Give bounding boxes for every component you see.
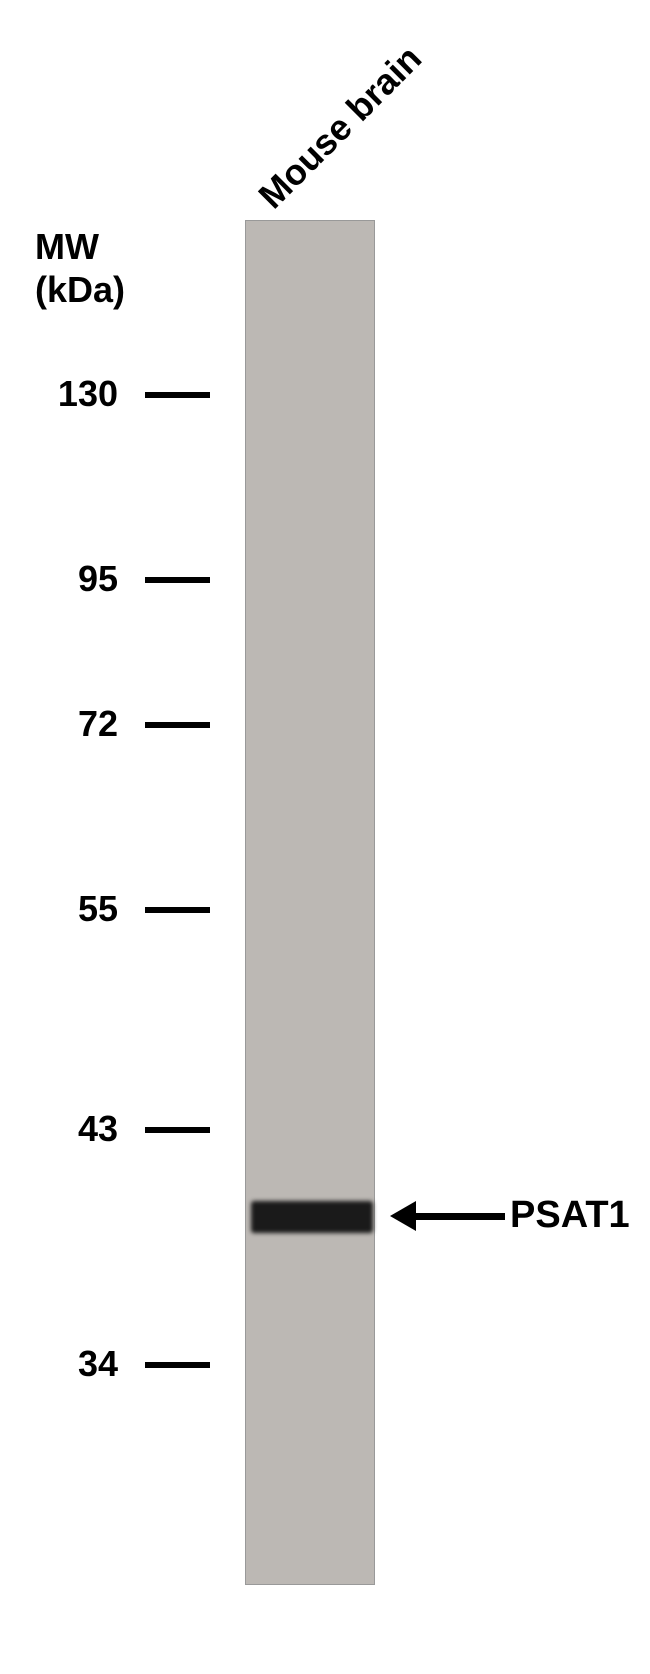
mw-marker-label: 130 [38,373,118,415]
mw-tick [145,722,210,728]
mw-tick [145,1127,210,1133]
western-blot-figure: Mouse brain MW (kDa) 130 95 72 55 43 34 PSAT1 [0,0,650,1674]
kda-text: (kDa) [35,269,125,310]
mw-tick [145,907,210,913]
blot-lane [245,220,375,1585]
arrow-head-icon [390,1201,416,1231]
mw-marker-label: 55 [60,888,118,930]
mw-tick [145,577,210,583]
mw-marker-label: 72 [60,703,118,745]
mw-text: MW [35,226,99,267]
protein-band [251,1201,373,1233]
mw-tick [145,1362,210,1368]
mw-header: MW (kDa) [35,225,125,311]
mw-marker-label: 43 [60,1108,118,1150]
lane-label: Mouse brain [250,37,430,217]
mw-marker-label: 34 [60,1343,118,1385]
mw-marker-label: 95 [60,558,118,600]
arrow-line [415,1213,505,1220]
mw-tick [145,392,210,398]
target-protein-label: PSAT1 [510,1194,630,1237]
